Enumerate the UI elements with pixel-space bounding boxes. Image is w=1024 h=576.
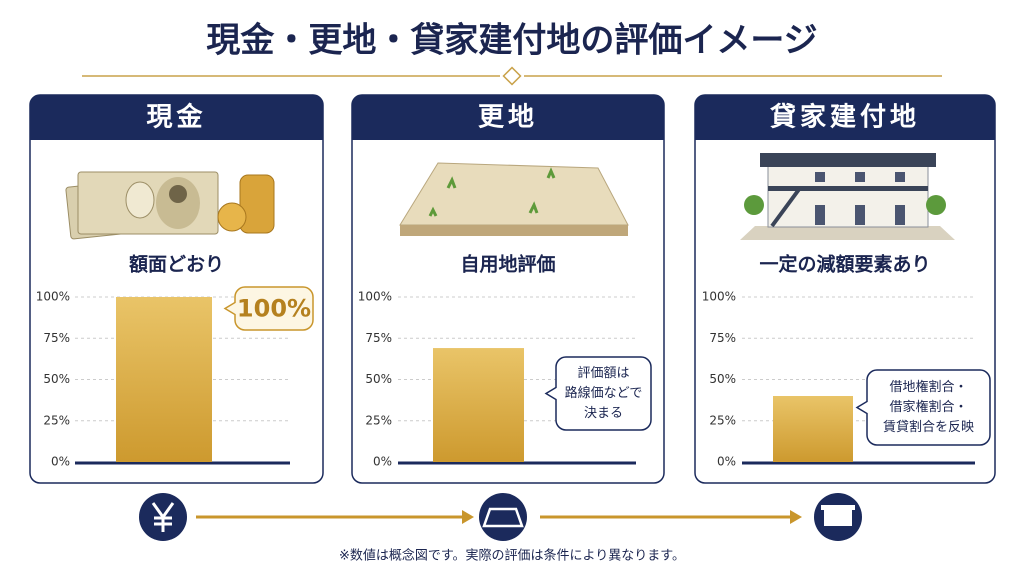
- title-rule: [82, 66, 942, 86]
- y-tick-label: 50%: [365, 372, 392, 386]
- cash-illustration: [65, 171, 275, 240]
- callout: [855, 369, 991, 446]
- page-title: 現金・更地・貸家建付地の評価イメージ: [206, 21, 817, 61]
- annotation-line: 路線価などで: [565, 385, 643, 401]
- panel-title: 更地: [478, 103, 538, 133]
- y-tick-label: 25%: [709, 413, 736, 427]
- panel-header: [695, 95, 995, 140]
- y-tick-label: 75%: [365, 331, 392, 345]
- y-tick-label: 0%: [717, 455, 736, 469]
- callout: [544, 356, 652, 431]
- y-tick-label: 25%: [43, 413, 70, 427]
- panel-title: 貸家建付地: [769, 102, 920, 133]
- bar-shine: [773, 396, 853, 462]
- y-tick-label: 75%: [709, 331, 736, 345]
- callout: [223, 286, 314, 331]
- annotation-line: 評価額は: [577, 366, 629, 381]
- value-label: 100%: [237, 295, 311, 323]
- y-tick-label: 0%: [51, 455, 70, 469]
- y-tick-label: 50%: [43, 372, 70, 386]
- panel-header: [352, 95, 664, 140]
- annotation-line: 決まる: [584, 406, 623, 421]
- panel-subtitle: 自用地評価: [460, 253, 555, 276]
- annotation-line: 借家権割合・: [889, 399, 967, 415]
- panel-subtitle: 額面どおり: [129, 253, 224, 276]
- y-tick-label: 100%: [358, 290, 392, 304]
- y-tick-label: 0%: [373, 455, 392, 469]
- y-tick-label: 100%: [36, 290, 70, 304]
- annotation-line: 賃貸割合を反映: [883, 419, 974, 435]
- land-illustration: [399, 162, 629, 236]
- y-tick-label: 50%: [709, 372, 736, 386]
- y-tick-label: 100%: [702, 290, 736, 304]
- panel-subtitle: 一定の減額要素あり: [759, 253, 930, 276]
- annotation-line: 借地権割合・: [889, 379, 967, 395]
- panel-header: [30, 95, 323, 140]
- bar-shine: [116, 297, 212, 462]
- bar-shine: [433, 348, 524, 462]
- footnote: ※数値は概念図です。実際の評価は条件により異なります。: [339, 548, 685, 564]
- y-tick-label: 25%: [365, 413, 392, 427]
- flow-icons: [139, 493, 862, 541]
- y-tick-label: 75%: [43, 331, 70, 345]
- house-illustration: [740, 153, 955, 240]
- panel-title: 現金: [146, 102, 206, 133]
